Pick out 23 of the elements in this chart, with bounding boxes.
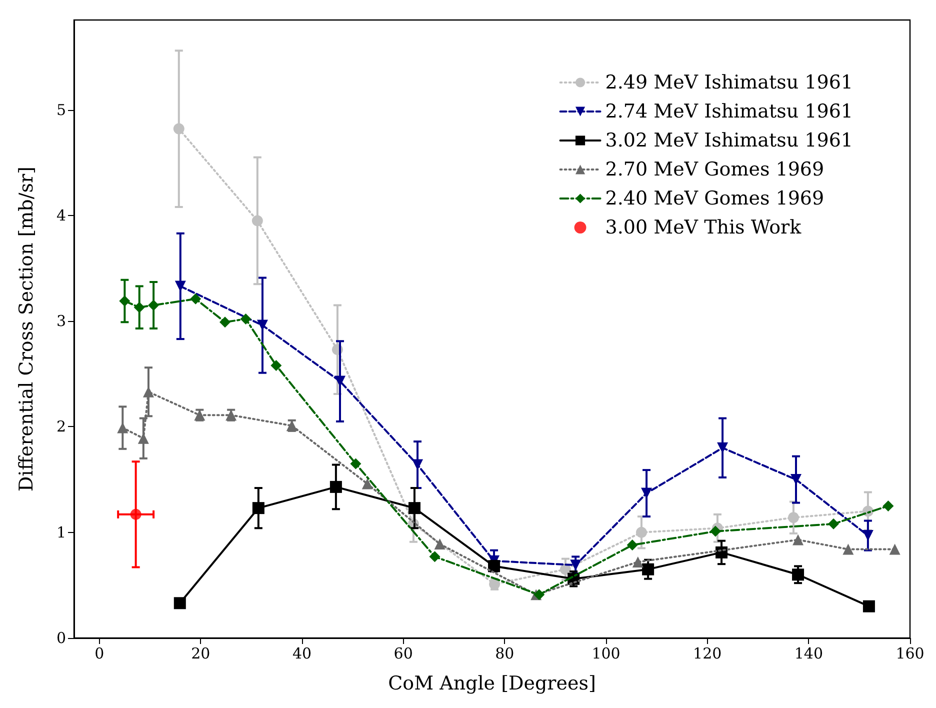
- x-tick-label: 80: [495, 644, 514, 662]
- legend-label: 2.74 MeV Ishimatsu 1961: [605, 100, 853, 122]
- x-tick-label: 140: [794, 644, 823, 662]
- legend-label: 2.40 MeV Gomes 1969: [605, 188, 824, 210]
- legend-label: 2.49 MeV Ishimatsu 1961: [605, 72, 853, 94]
- legend-label: 3.00 MeV This Work: [605, 216, 802, 238]
- y-tick-label: 0: [56, 629, 66, 647]
- y-tick-label: 1: [56, 523, 66, 542]
- y-tick-label: 2: [56, 418, 66, 436]
- y-tick-label: 3: [56, 312, 66, 330]
- y-tick-label: 4: [56, 206, 66, 224]
- x-tick-label: 160: [896, 644, 924, 662]
- x-tick-label: 20: [191, 644, 210, 662]
- x-tick-label: 60: [394, 644, 413, 662]
- x-tick-label: 0: [94, 644, 104, 662]
- x-tick-label: 100: [592, 644, 620, 662]
- y-tick-label: 5: [56, 100, 66, 119]
- legend-label: 2.70 MeV Gomes 1969: [605, 158, 824, 180]
- x-tick-label: 40: [292, 644, 312, 662]
- y-axis-title: Differential Cross Section [mb/sr]: [16, 166, 38, 492]
- x-tick-label: 120: [693, 644, 722, 662]
- x-axis-title: CoM Angle [Degrees]: [388, 672, 596, 694]
- legend-label: 3.02 MeV Ishimatsu 1961: [605, 130, 853, 152]
